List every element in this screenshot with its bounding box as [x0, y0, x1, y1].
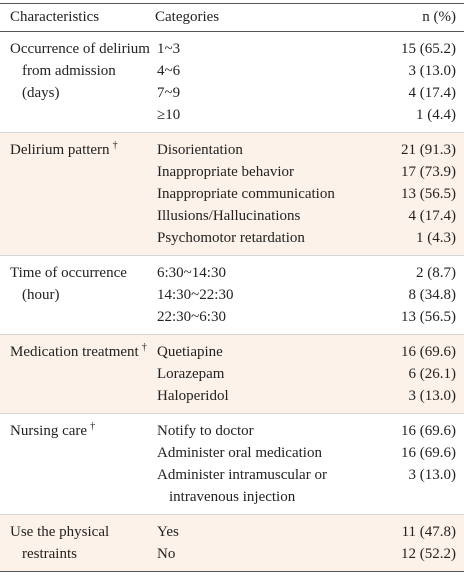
count-cell: 1 (4.3): [416, 230, 456, 246]
count-cell: 11 (47.8): [401, 524, 456, 540]
table-row: Inappropriate communication 13 (56.5): [0, 183, 464, 205]
table-row: Inappropriate behavior 17 (73.9): [0, 161, 464, 183]
table-row: No 12 (52.2): [0, 543, 464, 572]
table-row: Administer intramuscular or intravenous …: [0, 464, 464, 515]
characteristic: Delirium pattern: [10, 142, 110, 158]
category-cell: 14:30~22:30: [157, 287, 234, 303]
table-header: Characteristics Categories n (%): [0, 3, 464, 32]
count-cell: 4 (17.4): [408, 208, 457, 224]
count-cell: 1 (4.4): [416, 107, 456, 123]
table-row: Administer oral medication 16 (69.6): [0, 442, 464, 464]
category-cell: 4~6: [157, 63, 181, 79]
characteristic: Time of occurrence (hour): [10, 265, 127, 303]
table-row: 22:30~6:30 13 (56.5): [0, 306, 464, 335]
category-cell: Inappropriate behavior: [157, 164, 295, 180]
characteristic: Medication treatment: [10, 344, 139, 360]
count-cell: 15 (65.2): [401, 41, 456, 57]
characteristic: Nursing care: [10, 423, 88, 439]
category-cell: No: [157, 546, 176, 562]
category-cell: Illusions/Hallucinations: [157, 208, 301, 224]
category-cell: 1~3: [157, 41, 181, 57]
table-row: 7~9 4 (17.4): [0, 82, 464, 104]
category-cell: Lorazepam: [157, 366, 225, 382]
header-row: Characteristics Categories n (%): [0, 3, 464, 32]
characteristic-cell: Nursing care †: [0, 414, 155, 515]
count-cell: 16 (69.6): [401, 423, 456, 439]
category-cell: Disorientation: [157, 142, 243, 158]
characteristic-cell: Delirium pattern †: [0, 133, 155, 256]
table-row: 14:30~22:30 8 (34.8): [0, 284, 464, 306]
row-group: Use the physical restraints Yes 11 (47.8) N…: [0, 514, 464, 572]
characteristic: Occurrence of delirium from admission (d…: [10, 41, 150, 101]
count-cell: 6 (26.1): [408, 366, 457, 382]
table-row: Lorazepam 6 (26.1): [0, 363, 464, 385]
count-cell: 13 (56.5): [401, 309, 456, 325]
count-cell: 17 (73.9): [401, 164, 456, 180]
count-cell: 16 (69.6): [401, 445, 456, 461]
count-cell: 4 (17.4): [408, 85, 457, 101]
table-row: Haloperidol 3 (13.0): [0, 385, 464, 414]
count-cell: 2 (8.7): [416, 265, 456, 281]
footnote-mark: †: [112, 140, 118, 151]
table-row: Illusions/Hallucinations 4 (17.4): [0, 205, 464, 227]
count-cell: 12 (52.2): [401, 546, 456, 562]
row-group: Delirium pattern † Disorientation 21 (91.3)…: [0, 132, 464, 256]
characteristic-cell: Occurrence of delirium from admission (d…: [0, 32, 155, 133]
count-cell: 8 (34.8): [408, 287, 457, 303]
category-cell: 7~9: [157, 85, 181, 101]
table-row: Time of occurrence (hour) 6:30~14:30 2 (8.…: [0, 256, 464, 303]
results-table: Characteristics Categories n (%) Occurre…: [0, 3, 464, 572]
count-cell: 3 (13.0): [408, 63, 457, 79]
characteristic-cell: Time of occurrence (hour): [0, 256, 155, 335]
count-cell: 13 (56.5): [401, 186, 456, 202]
category-cell: Yes: [157, 524, 179, 540]
footnote-mark: †: [141, 342, 147, 353]
row-group: Nursing care † Notify to doctor 16 (69.6) Ad…: [0, 414, 464, 515]
category-cell: Administer oral medication: [157, 445, 322, 461]
characteristic: Use the physical restraints: [10, 524, 110, 562]
table-row: Nursing care † Notify to doctor 16 (69.6): [0, 414, 464, 443]
table-row: Psychomotor retardation 1 (4.3): [0, 227, 464, 256]
table-row: Use the physical restraints Yes 11 (47.8): [0, 515, 464, 562]
table-row: Medication treatment † Quetiapine 16 (69.6): [0, 335, 464, 364]
characteristic-cell: Use the physical restraints: [0, 515, 155, 572]
category-cell: Inappropriate communication: [157, 186, 335, 202]
category-cell: 6:30~14:30: [157, 265, 226, 281]
category-cell: Notify to doctor: [157, 423, 254, 439]
header-cell: Characteristics: [0, 3, 155, 32]
count-cell: 21 (91.3): [401, 142, 456, 158]
category-cell: Administer intramuscular or intravenous …: [157, 467, 327, 505]
count-cell: 3 (13.0): [408, 388, 457, 404]
table-row: Delirium pattern † Disorientation 21 (91.3): [0, 133, 464, 162]
category-cell: 22:30~6:30: [157, 309, 226, 325]
row-group: Occurrence of delirium from admission (d…: [0, 32, 464, 133]
table-row: Occurrence of delirium from admission (d…: [0, 32, 464, 101]
header-cell: Categories: [155, 3, 392, 32]
row-group: Medication treatment † Quetiapine 16 (69.6)…: [0, 334, 464, 414]
page: {"table": { "header": ["Characteristics"…: [0, 3, 464, 577]
header-cell: n (%): [392, 3, 464, 32]
category-cell: Quetiapine: [157, 344, 223, 360]
count-cell: 16 (69.6): [401, 344, 456, 360]
characteristic-cell: Medication treatment †: [0, 335, 155, 414]
count-cell: 3 (13.0): [408, 467, 457, 483]
footnote-mark: †: [90, 421, 96, 432]
category-cell: Psychomotor retardation: [157, 230, 305, 246]
table-row: 4~6 3 (13.0): [0, 60, 464, 82]
table-row: ≥10 1 (4.4): [0, 104, 464, 133]
category-cell: ≥10: [157, 107, 181, 123]
category-cell: Haloperidol: [157, 388, 229, 404]
row-group: Time of occurrence (hour) 6:30~14:30 2 (8.…: [0, 256, 464, 335]
